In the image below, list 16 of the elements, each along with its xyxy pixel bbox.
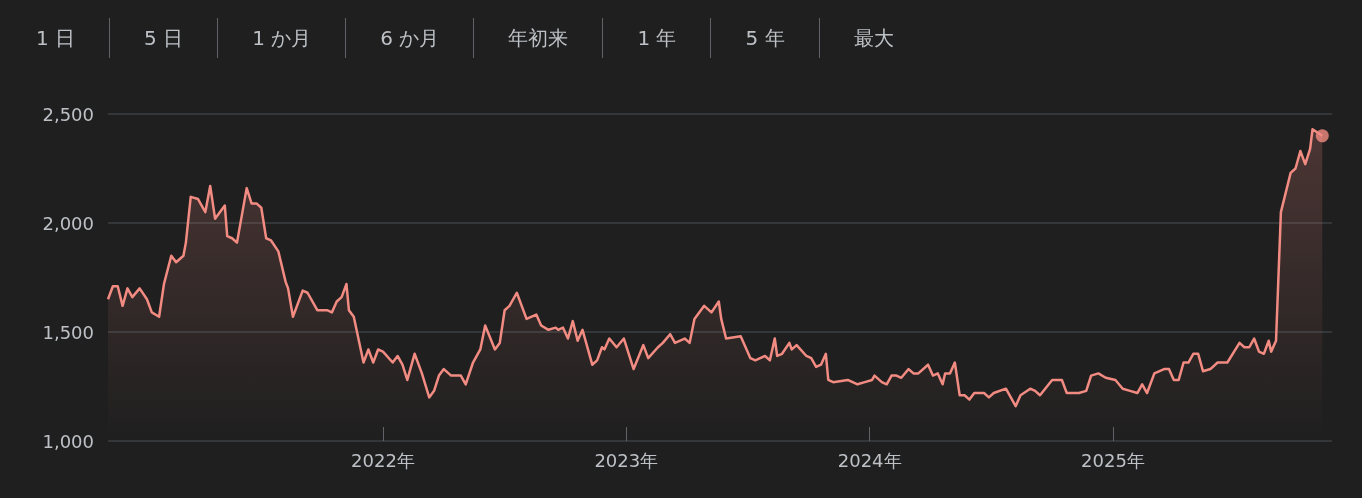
x-tick-label: 2024年	[837, 449, 902, 471]
text: 6 か月	[360, 18, 475, 58]
y-tick-label: 2,000	[42, 212, 94, 234]
x-tick-label: 2022年	[351, 449, 415, 471]
text: 1 か月	[232, 18, 347, 58]
y-tick-label: 1,000	[42, 430, 94, 452]
text: 5 年	[725, 18, 820, 58]
y-tick-label: 1,500	[42, 321, 94, 343]
text: 1 日	[16, 18, 111, 58]
y-tick-label: 2,500	[42, 103, 94, 125]
text: 最大	[852, 25, 895, 52]
text: 年初来	[488, 18, 604, 58]
text: 5 日	[124, 18, 219, 58]
x-tick-label: 2023年	[594, 449, 659, 471]
x-tick-label: 2025年	[1081, 449, 1145, 471]
text: 1 年	[617, 18, 712, 58]
